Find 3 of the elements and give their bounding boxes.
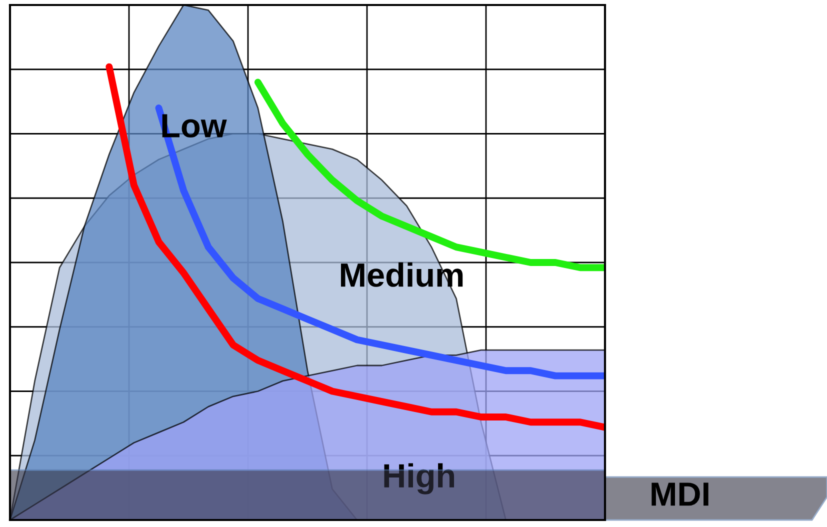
series-label: High [384, 463, 454, 494]
x-axis-title: MDI [652, 482, 708, 506]
series-label: Low [162, 114, 227, 138]
